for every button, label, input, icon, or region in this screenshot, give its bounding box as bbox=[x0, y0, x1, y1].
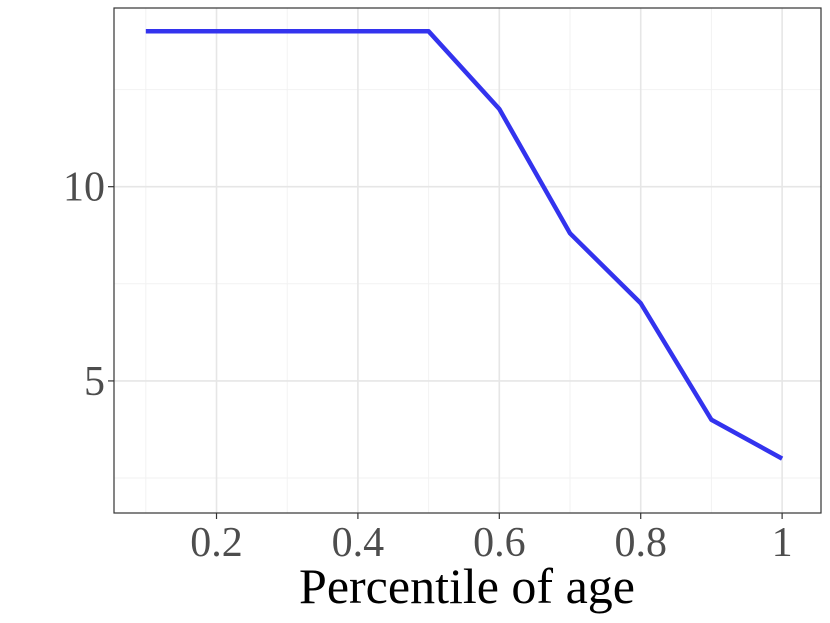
x-tick-label: 0.8 bbox=[614, 520, 667, 566]
x-tick-label: 0.2 bbox=[190, 520, 243, 566]
series-layer bbox=[145, 29, 784, 461]
x-axis-title: Percentile of age bbox=[299, 558, 635, 614]
x-tick-label: 0.4 bbox=[332, 520, 385, 566]
series-line-1 bbox=[145, 29, 784, 461]
plot-panel-background bbox=[114, 8, 821, 513]
y-tick-label: 10 bbox=[63, 165, 105, 211]
y-tick-label: 5 bbox=[84, 359, 105, 405]
x-tick-label: 0.6 bbox=[473, 520, 526, 566]
x-axis-ticks: 0.2 0.4 0.6 0.8 1 bbox=[190, 513, 793, 566]
minor-gridlines bbox=[114, 8, 821, 513]
x-tick-label: 1 bbox=[772, 520, 793, 566]
y-axis-ticks: 5 10 bbox=[63, 165, 114, 405]
plot-panel-border bbox=[113, 7, 822, 514]
major-gridlines bbox=[114, 8, 821, 513]
